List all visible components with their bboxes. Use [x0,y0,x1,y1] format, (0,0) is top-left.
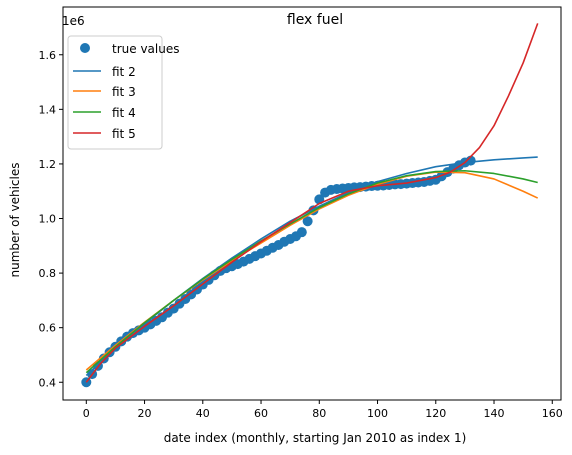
y-tick-label-0: 0.4 [39,376,57,389]
x-tick-label-80: 80 [312,407,326,420]
x-tick-label-100: 100 [367,407,388,420]
x-tick-label-60: 60 [254,407,268,420]
legend-label-fit-2: fit 2 [112,65,136,79]
series-line-fit-2 [85,156,538,377]
legend-box [67,35,163,150]
series-line-fit-5 [85,23,539,383]
y-tick-label-4: 1.2 [39,158,57,171]
x-tick-label-160: 160 [542,407,563,420]
x-tick-label-120: 120 [425,407,446,420]
legend-label-true-values: true values [112,42,179,56]
x-tick-label-40: 40 [196,407,210,420]
chart-title: flex fuel [287,12,343,28]
y-axis: 0.4 0.6 0.8 1.0 1.2 1.4 1.6 [39,49,63,389]
true-value-point-37 [296,227,307,238]
plot-frame [62,6,562,401]
y-tick-label-2: 0.8 [39,267,57,280]
legend-label-fit-4: fit 4 [112,106,136,120]
legend-marker-true-values [80,43,90,53]
y-axis-label: number of vehicles [8,162,22,277]
y-tick-label-6: 1.6 [39,49,57,62]
x-tick-label-0: 0 [83,407,90,420]
y-tick-label-3: 1.0 [39,213,57,226]
x-axis-label: date index (monthly, starting Jan 2010 a… [164,431,467,445]
legend-label-fit-3: fit 3 [112,85,136,99]
x-tick-label-20: 20 [138,407,152,420]
x-tick-label-140: 140 [484,407,505,420]
true-value-point-38 [302,216,313,227]
y-tick-label-5: 1.4 [39,103,57,116]
legend: true values fit 2 fit 3 fit 4 fit 5 [67,35,179,150]
x-axis: 0 20 40 60 80 100 120 140 160 [83,400,563,420]
series-line-fit-4 [85,169,538,374]
y-tick-label-1: 0.6 [39,322,57,335]
legend-label-fit-5: fit 5 [112,127,136,141]
plot-area [81,23,539,388]
y-offset-text: 1e6 [62,14,85,28]
series-line-fit-3 [85,171,539,371]
